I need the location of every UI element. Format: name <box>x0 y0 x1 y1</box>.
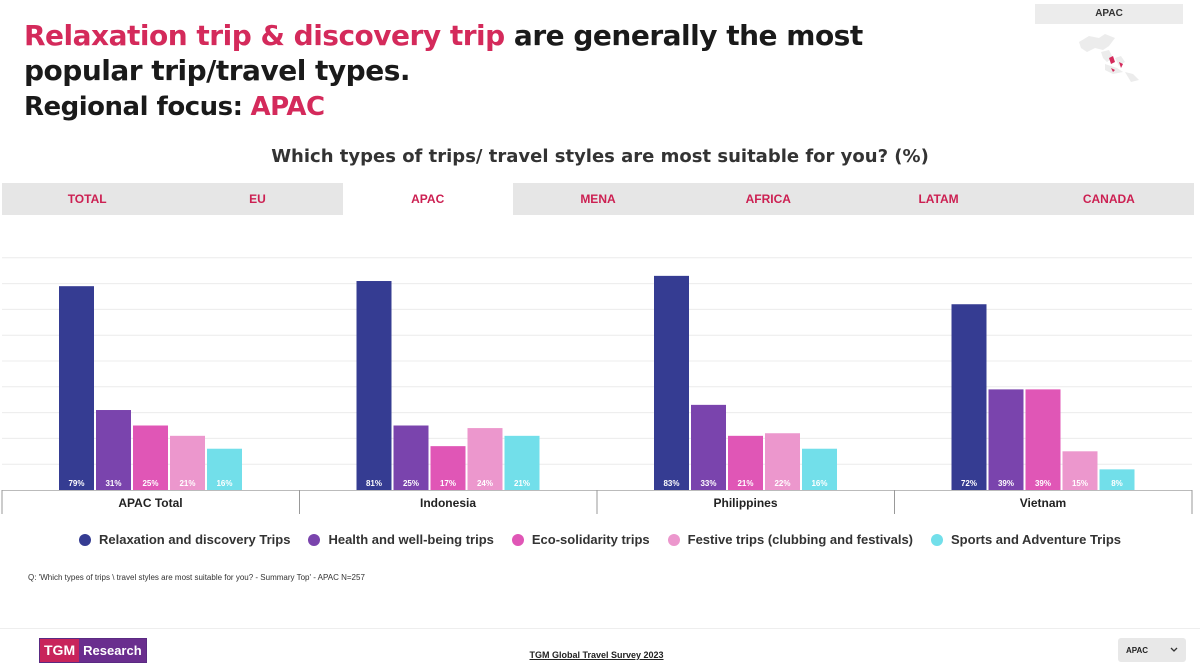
bar <box>170 435 205 490</box>
bar <box>504 435 540 490</box>
region-select-value: APAC <box>1126 645 1149 655</box>
tab-total[interactable]: TOTAL <box>67 192 107 206</box>
bar-chart: 79% 31% 25% 21% 16% APAC Total 81% 25% 17% 24% 21%… <box>1 257 1193 514</box>
footer-divider <box>0 628 1200 629</box>
legend-marker <box>511 533 524 546</box>
bar <box>691 404 726 490</box>
bar <box>1025 389 1061 490</box>
bar-value-label: 24% <box>477 479 493 488</box>
bar-value-label: 39% <box>998 479 1014 488</box>
title-accent: Relaxation trip & discovery trip <box>24 19 505 52</box>
logo-research: Research <box>79 639 146 662</box>
bar <box>133 425 168 490</box>
category-label: APAC Total <box>118 496 182 510</box>
bar-value-label: 31% <box>105 479 121 488</box>
bar-value-label: 16% <box>216 479 232 488</box>
legend-label: Relaxation and discovery Trips <box>98 532 291 547</box>
bar-value-label: 25% <box>142 479 158 488</box>
legend-label: Eco-solidarity trips <box>531 532 650 547</box>
legend-marker <box>667 533 680 546</box>
bar-value-label: 25% <box>403 479 419 488</box>
regional-focus-value: APAC <box>250 92 326 122</box>
region-badge: APAC <box>1035 4 1183 24</box>
bar <box>1099 469 1135 490</box>
bar-value-label: 39% <box>1035 479 1051 488</box>
bar <box>988 389 1024 490</box>
legend-marker <box>78 533 91 546</box>
tab-apac[interactable]: APAC <box>342 183 513 215</box>
bar <box>207 448 242 490</box>
bar <box>951 304 987 490</box>
tab-latam[interactable]: LATAM <box>918 192 959 206</box>
region-tabs: TOTAL EU APAC MENA AFRICA LATAM CANADA <box>2 183 1194 215</box>
regional-focus-label: Regional focus: <box>24 92 243 122</box>
bar-value-label: 22% <box>774 479 790 488</box>
bar <box>654 275 689 490</box>
tab-canada[interactable]: CANADA <box>1082 192 1135 206</box>
page-title: Relaxation trip & discovery trip are gen… <box>24 18 924 88</box>
logo-tgm: TGM <box>40 639 80 662</box>
bar-value-label: 16% <box>811 479 827 488</box>
regional-focus: Regional focus: APAC <box>24 92 325 122</box>
legend-item: Eco-solidarity trips <box>511 532 650 547</box>
bar-value-label: 33% <box>700 479 716 488</box>
bar-value-label: 21% <box>514 479 530 488</box>
legend-item: Festive trips (clubbing and festivals) <box>667 532 914 547</box>
region-select[interactable]: APAC <box>1118 638 1186 662</box>
legend-label: Festive trips (clubbing and festivals) <box>687 532 914 547</box>
bar <box>393 425 429 490</box>
tab-eu[interactable]: EU <box>249 192 266 206</box>
bar-value-label: 17% <box>440 479 456 488</box>
category-label: Philippines <box>713 496 777 510</box>
bar-value-label: 15% <box>1072 479 1088 488</box>
chart-legend: Relaxation and discovery Trips Health and… <box>0 532 1200 547</box>
legend-marker <box>308 533 321 546</box>
bar-value-label: 72% <box>961 479 977 488</box>
chart-question: Which types of trips/ travel styles are … <box>271 146 929 167</box>
bar <box>467 428 503 490</box>
legend-label: Sports and Adventure Trips <box>951 532 1122 547</box>
bar <box>765 433 800 490</box>
bar <box>59 286 94 490</box>
bar-value-label: 81% <box>366 479 382 488</box>
legend-marker <box>931 533 944 546</box>
bar <box>802 448 837 490</box>
footnote: Q: 'Which types of trips \ travel styles… <box>28 573 365 582</box>
bar-value-label: 21% <box>179 479 195 488</box>
bar-value-label: 83% <box>663 479 679 488</box>
category-label: Vietnam <box>1020 496 1066 510</box>
chevron-down-icon <box>1170 647 1178 652</box>
region-map-icon <box>1079 34 1139 82</box>
legend-item: Health and well-being trips <box>308 532 494 547</box>
tab-mena[interactable]: MENA <box>580 192 616 206</box>
category-label: Indonesia <box>420 496 476 510</box>
legend-item: Sports and Adventure Trips <box>931 532 1121 547</box>
survey-link[interactable]: TGM Global Travel Survey 2023 <box>529 650 664 660</box>
legend-item: Relaxation and discovery Trips <box>78 532 291 547</box>
tab-africa[interactable]: AFRICA <box>745 192 791 206</box>
bar-value-label: 79% <box>68 479 84 488</box>
tgm-research-logo: TGM Research <box>39 638 147 663</box>
bar <box>430 446 466 490</box>
bar <box>356 281 392 490</box>
bar-value-label: 21% <box>737 479 753 488</box>
bar <box>1062 451 1098 490</box>
bar <box>96 410 131 490</box>
bar <box>728 435 763 490</box>
title-rest: are generally the most popular trip/trav… <box>24 19 863 87</box>
legend-label: Health and well-being trips <box>328 532 494 547</box>
bar-value-label: 8% <box>1111 479 1123 488</box>
